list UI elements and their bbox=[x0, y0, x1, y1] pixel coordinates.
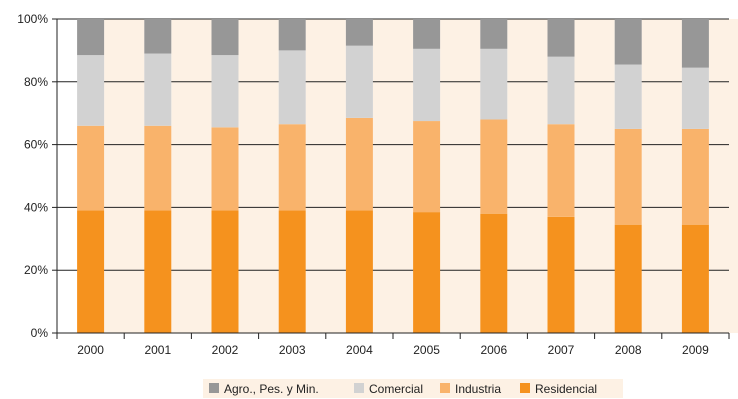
bar-segment-comercial bbox=[413, 48, 441, 122]
x-tick-label: 2008 bbox=[615, 343, 642, 357]
bar-segment-residencial bbox=[480, 213, 508, 333]
x-tick-label: 2000 bbox=[77, 343, 104, 357]
legend-swatch bbox=[520, 383, 530, 393]
x-tick-label: 2002 bbox=[212, 343, 239, 357]
background-band bbox=[440, 19, 481, 333]
bar-segment-comercial bbox=[345, 45, 373, 118]
bar-segment-industria bbox=[278, 124, 306, 211]
bar-segment-residencial bbox=[547, 216, 575, 333]
legend-background bbox=[203, 379, 623, 398]
background-band bbox=[171, 19, 212, 333]
legend-swatch bbox=[209, 383, 219, 393]
y-tick-label: 80% bbox=[24, 75, 48, 89]
background-band bbox=[507, 19, 548, 333]
x-tick-labels: 2000 2001 2002 2003 2004 2005 2006 2007 2008 2009 bbox=[77, 343, 709, 357]
y-tick-label: 20% bbox=[24, 263, 48, 277]
x-tick-label: 2005 bbox=[413, 343, 440, 357]
y-tick-label: 0% bbox=[31, 326, 49, 340]
bar-segment-residencial bbox=[681, 224, 709, 333]
plot-background bbox=[104, 19, 738, 333]
background-band bbox=[574, 19, 615, 333]
bars bbox=[77, 19, 709, 333]
x-tick-label: 2009 bbox=[682, 343, 709, 357]
bar-segment-comercial bbox=[144, 53, 172, 126]
bar-segment-industria bbox=[480, 119, 508, 214]
bar-segment-residencial bbox=[413, 212, 441, 333]
axes bbox=[52, 18, 730, 339]
bar-segment-industria bbox=[547, 124, 575, 217]
y-tick-label: 40% bbox=[24, 200, 48, 214]
x-tick-label: 2004 bbox=[346, 343, 373, 357]
bar-segment-residencial bbox=[345, 210, 373, 333]
bar-segment-agro-pes-y-min bbox=[480, 19, 508, 49]
bar-segment-comercial bbox=[278, 50, 306, 125]
y-tick-labels: 0% 20% 40% 60% 80% 100% bbox=[17, 12, 48, 340]
bar-segment-comercial bbox=[480, 48, 508, 120]
x-tick-label: 2003 bbox=[279, 343, 306, 357]
bar-segment-agro-pes-y-min bbox=[345, 19, 373, 46]
legend: Agro., Pes. y Min. Comercial Industria Resi… bbox=[203, 379, 623, 398]
bar-segment-industria bbox=[681, 128, 709, 225]
legend-swatch bbox=[440, 383, 450, 393]
legend-label: Comercial bbox=[369, 382, 423, 396]
x-tick-label: 2007 bbox=[548, 343, 575, 357]
background-band bbox=[708, 19, 738, 333]
bar-segment-industria bbox=[77, 125, 105, 211]
background-band bbox=[305, 19, 346, 333]
bar-segment-comercial bbox=[681, 67, 709, 129]
bar-segment-residencial bbox=[77, 210, 105, 333]
background-band bbox=[641, 19, 682, 333]
legend-label: Industria bbox=[455, 382, 501, 396]
legend-swatch bbox=[354, 383, 364, 393]
legend-label: Agro., Pes. y Min. bbox=[224, 382, 319, 396]
bar-segment-industria bbox=[413, 121, 441, 213]
x-tick-label: 2006 bbox=[480, 343, 507, 357]
x-tick-label: 2001 bbox=[144, 343, 171, 357]
background-band bbox=[104, 19, 145, 333]
bar-segment-residencial bbox=[144, 210, 172, 333]
bar-segment-industria bbox=[345, 117, 373, 211]
legend-label: Residencial bbox=[535, 382, 597, 396]
bar-segment-agro-pes-y-min bbox=[144, 19, 172, 54]
bar-segment-residencial bbox=[278, 210, 306, 333]
bar-segment-agro-pes-y-min bbox=[278, 19, 306, 51]
bar-segment-agro-pes-y-min bbox=[681, 19, 709, 68]
bar-segment-comercial bbox=[77, 55, 105, 126]
bar-segment-comercial bbox=[614, 64, 642, 129]
bar-segment-residencial bbox=[614, 224, 642, 333]
bar-segment-agro-pes-y-min bbox=[77, 19, 105, 56]
bar-segment-agro-pes-y-min bbox=[614, 19, 642, 65]
bar-segment-industria bbox=[144, 125, 172, 211]
bar-segment-industria bbox=[614, 128, 642, 225]
bar-segment-residencial bbox=[211, 210, 239, 333]
background-band bbox=[238, 19, 279, 333]
background-band bbox=[372, 19, 414, 333]
bar-segment-agro-pes-y-min bbox=[413, 19, 441, 49]
bar-segment-agro-pes-y-min bbox=[547, 19, 575, 57]
y-tick-label: 100% bbox=[17, 12, 48, 26]
y-tick-label: 60% bbox=[24, 138, 48, 152]
bar-segment-comercial bbox=[547, 56, 575, 125]
bar-segment-agro-pes-y-min bbox=[211, 19, 239, 56]
bar-segment-comercial bbox=[211, 55, 239, 128]
bar-segment-industria bbox=[211, 127, 239, 211]
